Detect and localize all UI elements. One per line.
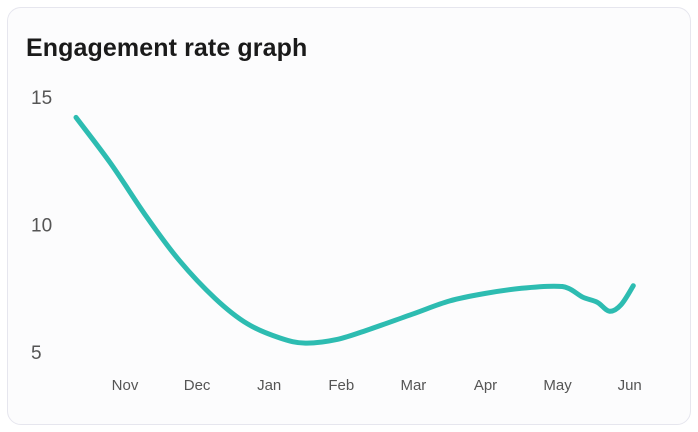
y-tick-label: 15 <box>31 88 52 109</box>
x-tick-label: Apr <box>474 377 497 394</box>
chart-card: Engagement rate graph <box>7 7 691 425</box>
x-tick-label: Mar <box>400 377 426 394</box>
x-tick-label: Jan <box>257 377 281 394</box>
x-tick-label: Feb <box>328 377 354 394</box>
y-tick-label: 10 <box>31 216 52 237</box>
x-tick-label: May <box>543 377 572 394</box>
chart-title: Engagement rate graph <box>26 34 308 62</box>
x-tick-label: Dec <box>184 377 211 394</box>
x-tick-label: Jun <box>618 377 642 394</box>
x-tick-label: Nov <box>112 377 139 394</box>
y-tick-label: 5 <box>31 343 42 364</box>
series-line-engagement-rate <box>73 114 636 346</box>
